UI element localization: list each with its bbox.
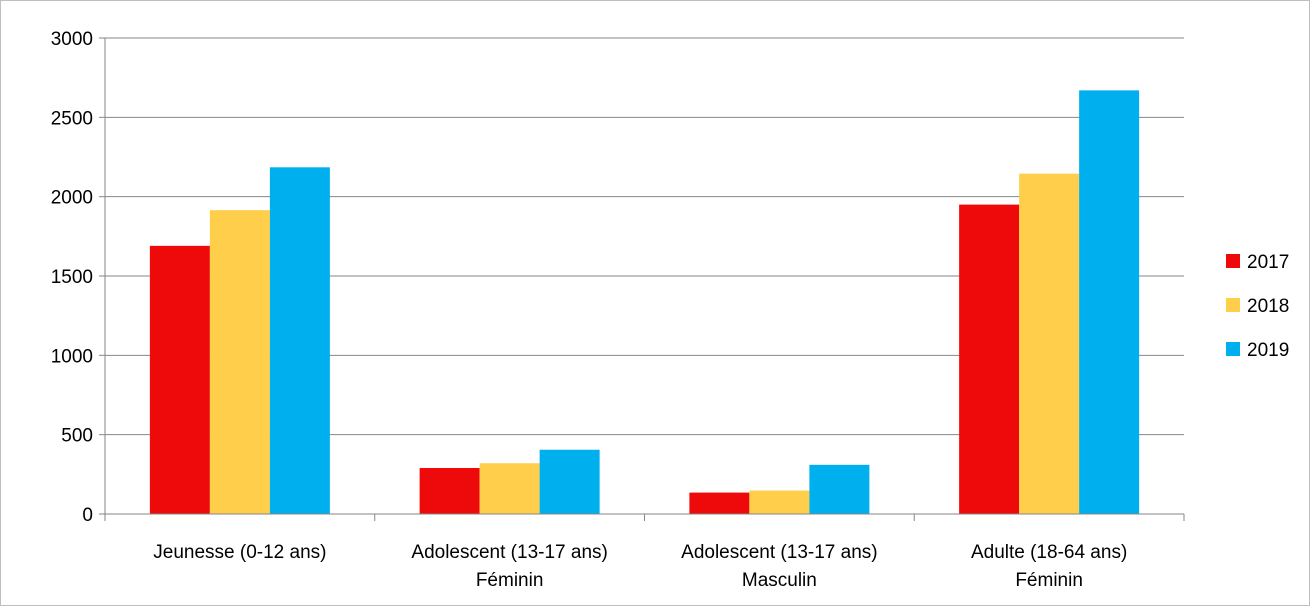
legend-swatch-2019 bbox=[1226, 342, 1240, 356]
category-labels: Jeunesse (0-12 ans) Adolescent (13-17 ans… bbox=[153, 542, 1127, 591]
legend-label-2017: 2017 bbox=[1247, 252, 1289, 273]
category-label: Adolescent (13-17 ans) bbox=[681, 542, 877, 563]
legend-label-2019: 2019 bbox=[1247, 340, 1289, 361]
category-label: Féminin bbox=[476, 570, 544, 591]
category-label: Adulte (18-64 ans) bbox=[971, 542, 1127, 563]
category-label: Masculin bbox=[742, 570, 817, 591]
bar-2018-3 bbox=[1019, 173, 1080, 514]
bar-2017-0 bbox=[149, 245, 210, 514]
bar-2018-1 bbox=[479, 463, 540, 514]
y-tick-label: 500 bbox=[61, 426, 93, 447]
bar-2019-0 bbox=[269, 167, 330, 514]
bar-2019-1 bbox=[539, 449, 600, 514]
bar-2019-2 bbox=[809, 464, 870, 514]
legend-swatch-2017 bbox=[1226, 254, 1240, 268]
y-tick-label: 1500 bbox=[51, 267, 93, 288]
category-label: Adolescent (13-17 ans) bbox=[411, 542, 607, 563]
bar-2017-3 bbox=[959, 204, 1020, 514]
category-label: Féminin bbox=[1015, 570, 1083, 591]
bars bbox=[149, 90, 1140, 515]
category-label: Jeunesse (0-12 ans) bbox=[153, 542, 326, 563]
legend-swatch-2018 bbox=[1226, 298, 1240, 312]
y-tick-label: 3000 bbox=[51, 29, 93, 50]
bar-2017-2 bbox=[689, 492, 750, 514]
axes bbox=[99, 37, 1185, 521]
legend: 2017 2018 2019 bbox=[1226, 252, 1289, 361]
y-tick-labels: 0 500 1000 1500 2000 2500 3000 bbox=[51, 29, 93, 526]
bar-2018-2 bbox=[749, 490, 810, 514]
bar-2019-3 bbox=[1079, 90, 1140, 515]
y-tick-label: 1000 bbox=[51, 346, 93, 367]
y-tick-label: 2500 bbox=[51, 108, 93, 129]
bar-2018-0 bbox=[209, 210, 270, 515]
legend-label-2018: 2018 bbox=[1247, 296, 1289, 317]
y-tick-label: 2000 bbox=[51, 188, 93, 209]
y-tick-label: 0 bbox=[82, 505, 93, 526]
bar-2017-1 bbox=[419, 467, 480, 514]
